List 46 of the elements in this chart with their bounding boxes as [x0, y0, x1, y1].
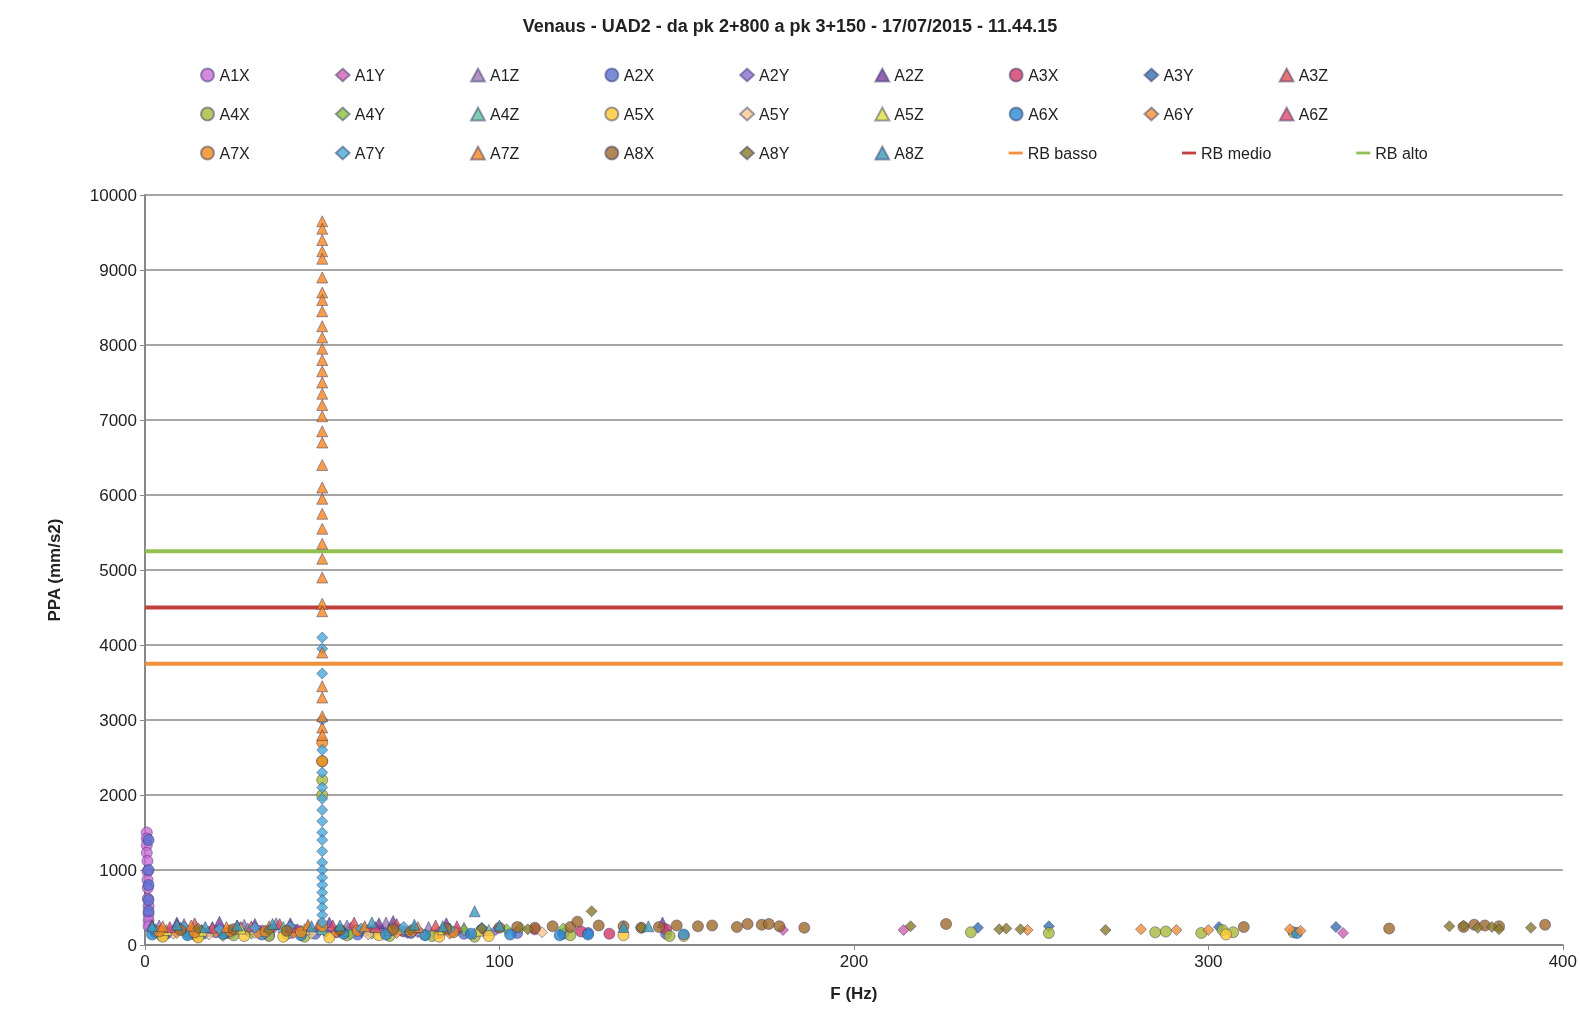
legend-label: A6Y	[1163, 105, 1194, 123]
legend-label: A8Z	[894, 144, 924, 162]
x-tick-label: 200	[839, 952, 869, 971]
legend-label: RB basso	[1027, 144, 1098, 162]
legend-label: A1X	[219, 66, 251, 84]
legend-label: A3Y	[1163, 66, 1194, 84]
y-tick-label: 10000	[89, 185, 137, 205]
y-tick-label: 5000	[99, 560, 137, 580]
x-tick-label: 0	[140, 952, 150, 971]
legend-label: A8Y	[759, 144, 790, 162]
y-tick-label: 9000	[99, 260, 137, 280]
x-axis-title: F (Hz)	[830, 984, 878, 1003]
legend-label: A1Z	[489, 66, 520, 84]
y-tick-label: 8000	[99, 335, 137, 355]
legend-label: A5Z	[894, 105, 924, 123]
legend-label: A8X	[623, 144, 655, 162]
y-tick-label: 7000	[99, 410, 137, 430]
legend-label: A4Y	[354, 105, 386, 123]
y-axis-title: PPA (mm/s2)	[45, 518, 64, 622]
y-tick-label: 2000	[99, 785, 137, 805]
legend-label: A2X	[623, 66, 655, 84]
y-tick-label: 3000	[99, 710, 137, 730]
legend-label: A7Z	[489, 144, 520, 162]
legend-label: A4X	[219, 105, 251, 123]
legend-label: A1Y	[354, 66, 386, 84]
x-tick-label: 300	[1194, 952, 1223, 971]
legend-label: A2Y	[759, 66, 790, 84]
legend-label: A5X	[623, 105, 655, 123]
legend-label: A3Z	[1298, 66, 1329, 84]
legend-label: A5Y	[759, 105, 790, 123]
legend-label: RB medio	[1201, 144, 1272, 162]
x-tick-label: 400	[1548, 952, 1578, 971]
x-tick-label: 100	[485, 952, 514, 971]
legend-label: A2Z	[894, 66, 924, 84]
legend-label: A6X	[1028, 105, 1059, 123]
y-tick-label: 1000	[99, 860, 137, 880]
legend-label: A4Z	[489, 105, 520, 123]
legend-label: A7Y	[354, 144, 386, 162]
y-tick-label: 0	[127, 935, 137, 955]
legend-label: A6Z	[1298, 105, 1329, 123]
legend-label: A7X	[219, 144, 251, 162]
legend-label: RB alto	[1375, 144, 1428, 162]
y-tick-label: 6000	[99, 485, 137, 505]
legend-label: A3X	[1028, 66, 1059, 84]
chart-title: Venaus - UAD2 - da pk 2+800 a pk 3+150 - 17/07/2015 - 11.44.15	[522, 16, 1058, 36]
y-tick-label: 4000	[99, 635, 137, 655]
